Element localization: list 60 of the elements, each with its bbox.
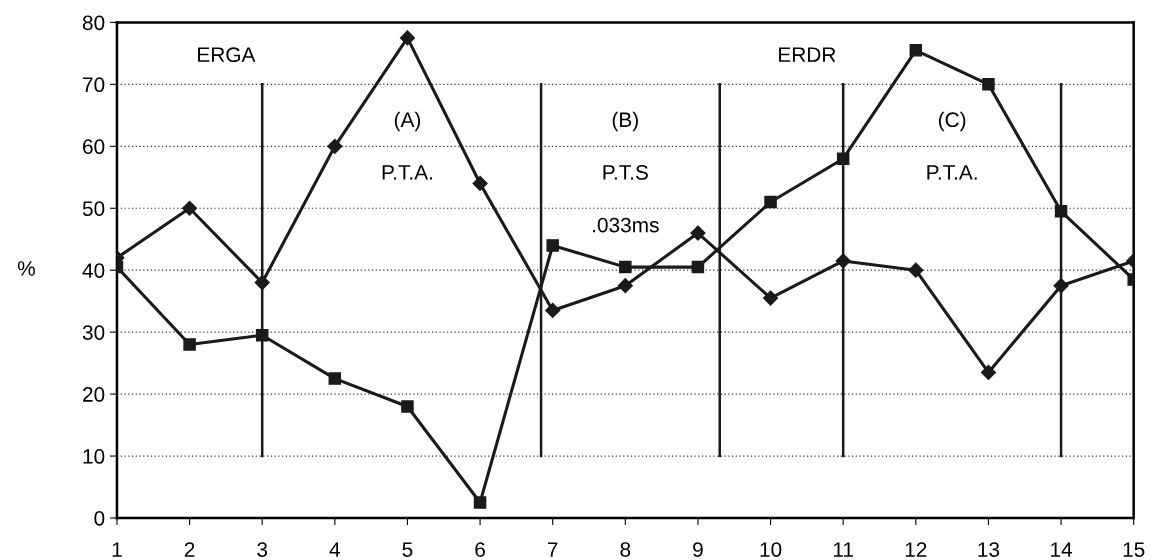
point: [183, 338, 196, 351]
x-tick-label: 6: [475, 542, 485, 557]
point: [617, 278, 633, 294]
point: [472, 175, 488, 192]
x-tick-label: 9: [693, 542, 703, 557]
point: [328, 372, 342, 385]
y-tick-label: 80: [82, 15, 105, 31]
annotation: .033ms: [593, 217, 659, 233]
y-tick-label: 30: [82, 325, 105, 340]
point: [835, 253, 851, 269]
point: [908, 262, 924, 278]
y-tick-label: 10: [83, 449, 105, 464]
point: [690, 225, 706, 241]
point: [399, 30, 416, 46]
x-tick-label: 10: [760, 542, 782, 557]
point: [255, 328, 269, 342]
x-tick-label: 7: [547, 542, 558, 557]
x-tick-label: 3: [257, 542, 268, 557]
point: [762, 290, 779, 306]
point: [545, 302, 561, 319]
x-tick-label: 11: [833, 542, 853, 557]
annotation: P.T.A.: [927, 165, 977, 180]
y-tick-label: 70: [83, 77, 105, 93]
annotation: P.T.A.: [382, 165, 432, 180]
point: [764, 195, 777, 209]
x-tick-label: 12: [905, 542, 927, 557]
point: [327, 138, 343, 154]
point: [619, 260, 632, 274]
point: [691, 260, 705, 274]
x-tick-label: 2: [184, 542, 195, 557]
y-tick-label: 20: [83, 387, 105, 402]
annotation: (A): [394, 111, 421, 132]
point: [254, 275, 270, 291]
point: [1054, 205, 1068, 218]
point: [546, 239, 559, 252]
y-axis-title: %: [17, 261, 35, 276]
x-tick-label: 1: [112, 542, 122, 557]
annotation: ERDR: [779, 47, 836, 62]
x-tick-label: 14: [1051, 542, 1073, 557]
point: [401, 400, 414, 413]
annotation: (B): [612, 111, 638, 132]
y-tick-label: 40: [82, 263, 105, 278]
x-tick-label: 13: [978, 542, 1000, 557]
y-tick-label: 0: [94, 511, 105, 526]
annotation: (C): [938, 111, 966, 132]
point: [1053, 278, 1069, 294]
point: [836, 152, 850, 165]
y-tick-label: 60: [83, 139, 105, 155]
point: [982, 78, 995, 91]
point: [980, 364, 997, 380]
annotation: P.T.S: [603, 165, 648, 180]
y-tick-label: 50: [82, 201, 105, 216]
annotation: ERGA: [198, 47, 256, 63]
x-tick-label: 4: [329, 542, 341, 557]
point: [909, 44, 923, 57]
point: [473, 496, 487, 509]
x-tick-label: 5: [402, 542, 413, 557]
x-tick-label: 15: [1123, 542, 1145, 557]
point: [182, 200, 198, 216]
x-tick-label: 8: [620, 542, 631, 557]
